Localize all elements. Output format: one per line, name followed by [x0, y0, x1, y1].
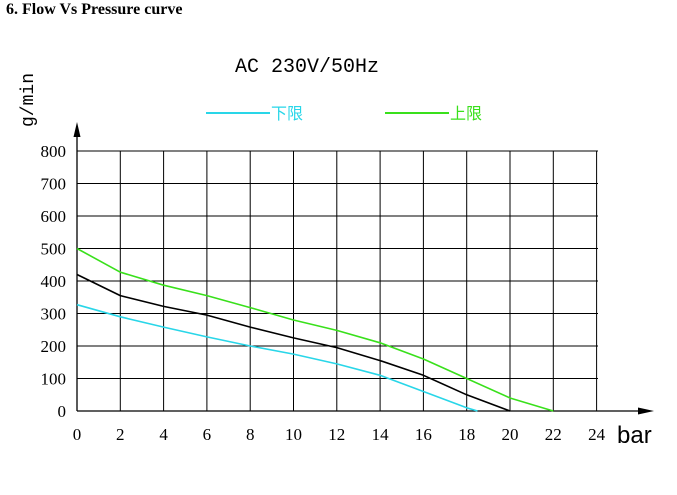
page-heading: 6. Flow Vs Pressure curve [6, 1, 183, 18]
x-tick-label: 20 [502, 425, 519, 444]
y-tick-label: 400 [41, 272, 67, 291]
chart-title: AC 230V/50Hz [235, 56, 379, 79]
series-line-3 [76, 273, 511, 412]
series-lines [76, 247, 554, 412]
x-tick-label: 4 [159, 425, 168, 444]
x-tick-label: 18 [458, 425, 475, 444]
x-tick-label: 16 [415, 425, 432, 444]
x-tick-label: 2 [116, 425, 125, 444]
y-tick-label: 0 [58, 402, 67, 421]
x-axis-label: bar [617, 422, 652, 449]
x-tick-label: 6 [203, 425, 212, 444]
legend-entry-label: 下限 [271, 104, 303, 123]
y-axis-label: g/min [19, 73, 39, 127]
y-tick-label: 500 [41, 240, 67, 259]
y-tick-label: 300 [41, 305, 67, 324]
y-tick-label: 100 [41, 370, 67, 389]
series-line-2 [76, 247, 554, 412]
tick-labels: 0 2 4 6 8 10 12 14 16 18 20 22 240100200300400500600… [41, 142, 606, 444]
x-tick-label: 12 [328, 425, 345, 444]
series-line-1 [76, 303, 478, 412]
grid-lines [77, 150, 598, 411]
x-tick-label: 0 [73, 425, 82, 444]
x-tick-label: 10 [285, 425, 302, 444]
y-tick-label: 200 [41, 337, 67, 356]
y-tick-label: 600 [41, 207, 67, 226]
x-tick-label: 14 [372, 425, 390, 444]
y-tick-label: 800 [41, 142, 67, 161]
y-axis-arrow [73, 122, 81, 137]
x-tick-label: 24 [588, 425, 606, 444]
legend: 下限 上限 [206, 104, 482, 123]
axes [73, 122, 654, 415]
legend-entry-label: 上限 [450, 104, 482, 123]
x-axis-arrow [638, 407, 654, 415]
y-tick-label: 700 [41, 175, 67, 194]
x-tick-label: 8 [246, 425, 255, 444]
x-tick-label: 22 [545, 425, 562, 444]
